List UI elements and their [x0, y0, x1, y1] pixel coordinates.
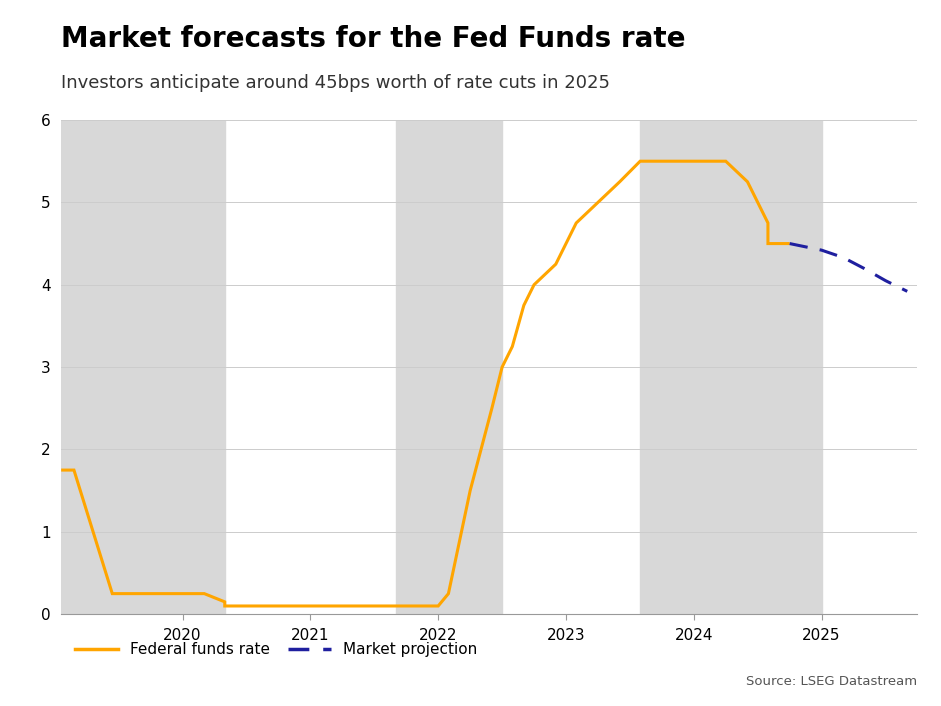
Bar	[396, 120, 502, 614]
Text: Source: LSEG Datastream: Source: LSEG Datastream	[746, 676, 917, 688]
Bar	[640, 120, 821, 614]
Text: Market forecasts for the Fed Funds rate: Market forecasts for the Fed Funds rate	[61, 25, 686, 53]
Text: Investors anticipate around 45bps worth of rate cuts in 2025: Investors anticipate around 45bps worth …	[61, 74, 610, 92]
Legend: Federal funds rate, Market projection: Federal funds rate, Market projection	[69, 636, 484, 664]
Bar	[61, 120, 225, 614]
